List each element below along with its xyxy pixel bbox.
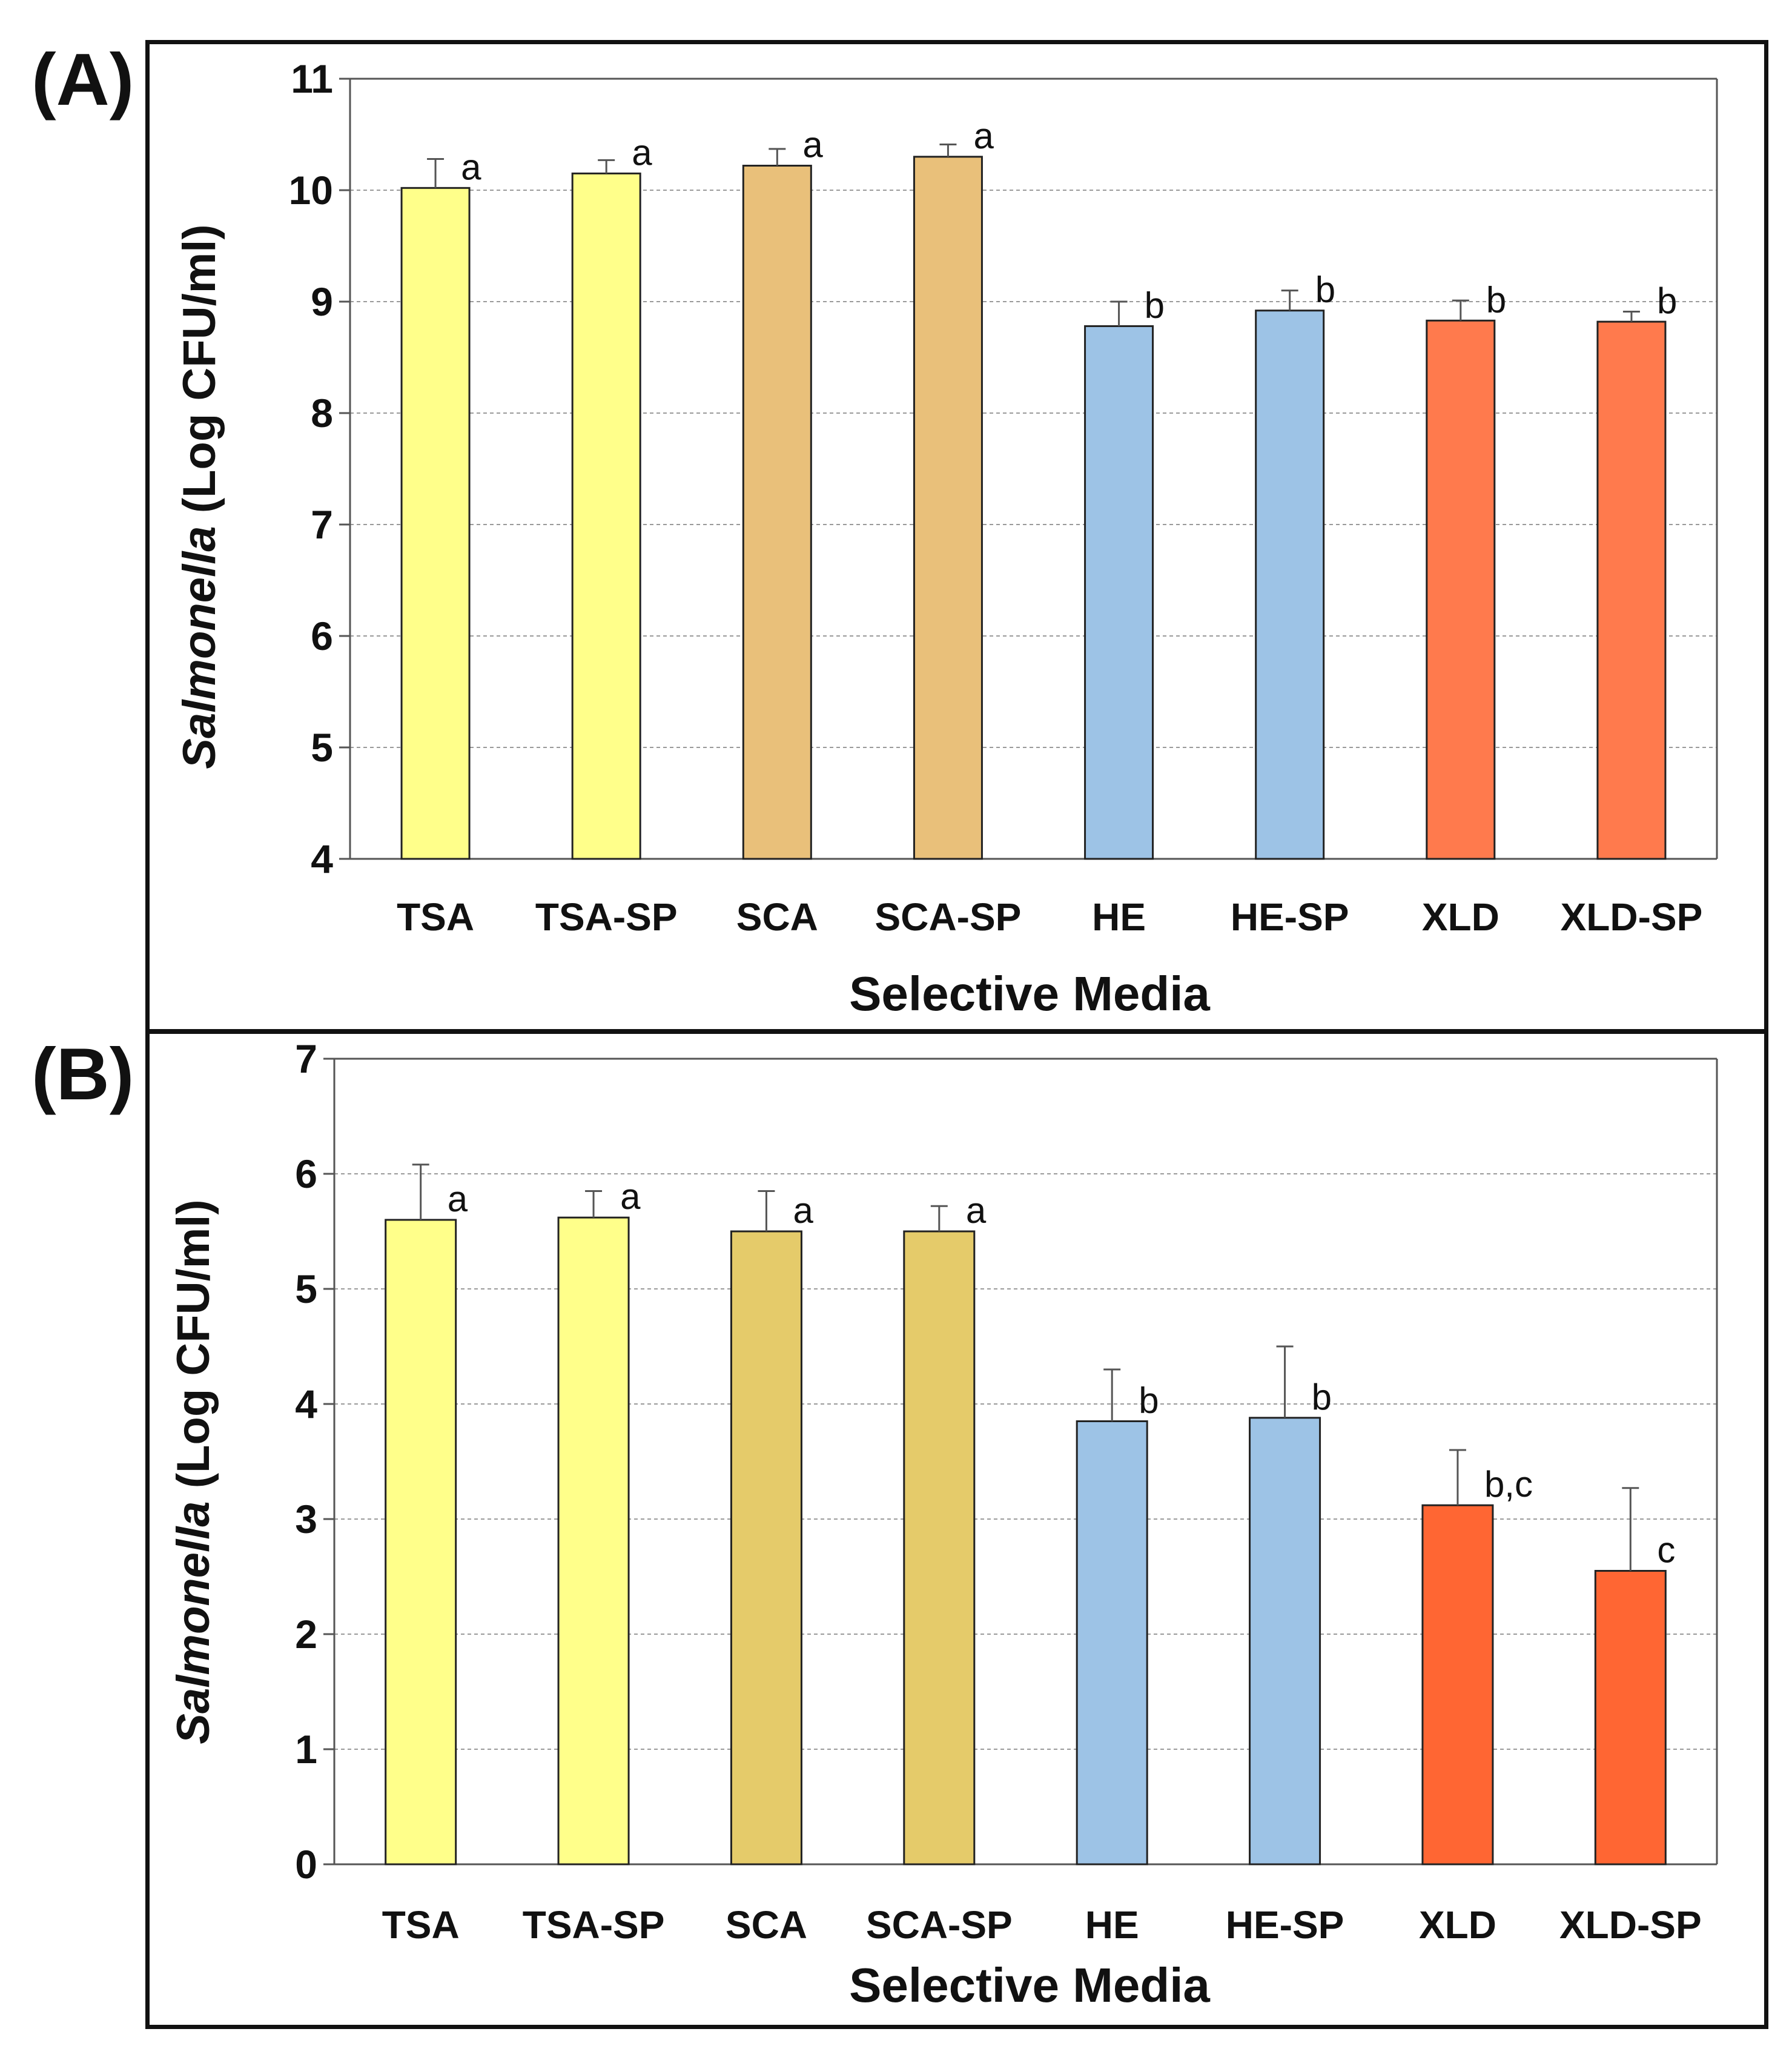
significance-label: b — [1657, 280, 1677, 321]
bar — [1255, 310, 1325, 860]
x-tick-label: SCA-SP — [866, 1903, 1013, 1947]
bar — [571, 172, 641, 860]
significance-label: b,c — [1484, 1464, 1533, 1505]
x-tick-label: HE — [1092, 895, 1146, 939]
x-tick-label: XLD — [1419, 1903, 1496, 1947]
bar-chart-panel-a: Selective Media Salmonella (Log CFU/ml) … — [174, 56, 1718, 1021]
y-tick-label: 7 — [295, 1036, 317, 1081]
bar — [1421, 1504, 1494, 1866]
x-tick-label: TSA-SP — [523, 1903, 665, 1947]
significance-label: a — [461, 147, 481, 187]
x-tick-label: XLD-SP — [1561, 895, 1703, 939]
significance-label: a — [793, 1190, 813, 1231]
y-axis-title: Salmonella (Log CFU/ml) — [174, 224, 225, 769]
x-tick-label: SCA-SP — [875, 895, 1022, 939]
y-tick-label: 9 — [311, 279, 333, 324]
x-axis-title: Selective Media — [849, 1958, 1210, 2012]
significance-label: b — [1486, 279, 1506, 320]
significance-label: a — [620, 1176, 641, 1217]
y-tick-label: 10 — [289, 168, 333, 213]
y-tick-label: 1 — [295, 1727, 317, 1772]
significance-label: a — [973, 116, 994, 156]
significance-label: b — [1315, 270, 1335, 310]
y-tick-label: 6 — [311, 614, 333, 658]
bar — [730, 1230, 802, 1866]
bar — [385, 1219, 457, 1866]
bar — [913, 156, 983, 860]
bar — [1594, 1570, 1667, 1866]
y-tick-label: 5 — [311, 725, 333, 770]
significance-label: a — [802, 125, 823, 165]
y-tick-label: 3 — [295, 1497, 317, 1541]
panel-b-frame — [145, 1030, 1768, 2029]
significance-label: c — [1657, 1530, 1675, 1571]
bar — [903, 1230, 976, 1866]
y-tick-label: 6 — [295, 1151, 317, 1196]
significance-label: b — [1139, 1380, 1159, 1421]
x-tick-label: TSA — [397, 895, 474, 939]
bar — [1249, 1417, 1321, 1866]
significance-label: b — [1312, 1377, 1332, 1417]
y-tick-label: 7 — [311, 502, 333, 547]
bar — [1076, 1420, 1148, 1866]
y-tick-label: 11 — [291, 56, 333, 101]
x-tick-label: HE-SP — [1231, 895, 1349, 939]
x-tick-label: SCA — [736, 895, 818, 939]
x-tick-label: SCA — [726, 1903, 807, 1947]
y-tick-label: 2 — [295, 1612, 317, 1657]
significance-label: b — [1145, 285, 1165, 325]
panel-b-label: (B) — [31, 1033, 134, 1115]
y-tick-label: 8 — [311, 391, 333, 435]
bar — [742, 165, 812, 860]
significance-label: a — [966, 1190, 987, 1231]
bar — [557, 1216, 630, 1866]
x-axis-title: Selective Media — [849, 967, 1210, 1021]
y-tick-label: 4 — [295, 1382, 317, 1426]
x-tick-label: XLD-SP — [1559, 1903, 1702, 1947]
y-tick-label: 4 — [311, 836, 333, 881]
bar — [400, 187, 471, 860]
x-tick-label: TSA-SP — [535, 895, 678, 939]
significance-label: a — [448, 1179, 468, 1219]
y-tick-label: 0 — [295, 1842, 317, 1887]
x-tick-label: XLD — [1422, 895, 1499, 939]
x-tick-label: TSA — [382, 1903, 460, 1947]
y-tick-label: 5 — [295, 1266, 317, 1311]
x-tick-label: HE-SP — [1226, 1903, 1344, 1947]
bar — [1084, 325, 1154, 860]
x-tick-label: HE — [1085, 1903, 1139, 1947]
y-axis-title: Salmonella (Log CFU/ml) — [168, 1199, 219, 1744]
panel-a-label: (A) — [31, 38, 134, 121]
significance-label: a — [632, 132, 652, 173]
